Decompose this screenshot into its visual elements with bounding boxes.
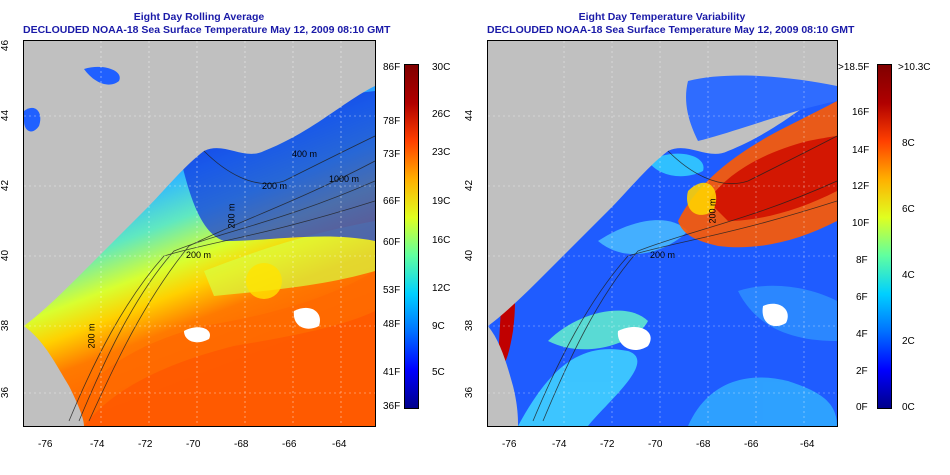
right-colorbar-f-label: 16F — [852, 107, 870, 118]
left-colorbar-f-label: 60F — [383, 237, 401, 248]
right-colorbar-f-label: 4F — [856, 329, 868, 340]
left-colorbar-f-label: 66F — [383, 196, 401, 207]
left-colorbar-c-label: 9C — [432, 321, 445, 332]
right-title-line1: Eight Day Temperature Variability — [578, 11, 746, 23]
right-colorbar-f-label: 2F — [856, 366, 868, 377]
right-colorbar-c-label: >10.3C — [898, 62, 931, 73]
left-lat-tick: 40 — [0, 249, 12, 262]
right-lon-tick: -74 — [552, 439, 567, 450]
right-lon-tick: -70 — [648, 439, 663, 450]
right-colorbar-f-label: 10F — [852, 218, 870, 229]
left-colorbar-c-label: 16C — [432, 235, 451, 246]
left-colorbar-f-label: 53F — [383, 285, 401, 296]
right-title-line2: DECLOUDED NOAA-18 Sea Surface Temperatur… — [487, 24, 855, 36]
left-grid — [24, 41, 375, 426]
right-colorbar — [877, 64, 892, 409]
left-lon-tick: -74 — [90, 439, 105, 450]
left-lat-tick: 36 — [0, 386, 12, 399]
left-colorbar-c-label: 23C — [432, 147, 451, 158]
right-lon-tick: -66 — [744, 439, 759, 450]
left-lon-tick: -68 — [234, 439, 249, 450]
left-lon-tick: -64 — [332, 439, 347, 450]
left-colorbar-f-label: 86F — [383, 62, 401, 73]
right-colorbar-c-label: 2C — [902, 336, 915, 347]
right-lon-tick: -64 — [800, 439, 815, 450]
left-lon-tick: -72 — [138, 439, 153, 450]
left-colorbar-c-label: 30C — [432, 62, 451, 73]
right-lon-tick: -68 — [696, 439, 711, 450]
left-colorbar-c-label: 19C — [432, 196, 451, 207]
left-lat-tick: 42 — [0, 179, 12, 192]
right-lat-tick: 38 — [464, 319, 476, 332]
left-lat-tick: 38 — [0, 319, 12, 332]
right-lat-tick: 42 — [464, 179, 476, 192]
right-colorbar-c-label: 6C — [902, 204, 915, 215]
right-colorbar-f-label: >18.5F — [838, 62, 870, 73]
left-contour-label: 200 m — [262, 181, 288, 191]
right-colorbar-c-label: 8C — [902, 138, 915, 149]
left-colorbar-c-label: 5C — [432, 367, 445, 378]
right-colorbar-f-label: 8F — [856, 255, 868, 266]
left-colorbar-c-label: 26C — [432, 109, 451, 120]
left-colorbar-f-label: 36F — [383, 401, 401, 412]
left-lat-tick: 44 — [0, 109, 12, 122]
left-title-line1: Eight Day Rolling Average — [133, 11, 265, 23]
right-colorbar-f-label: 0F — [856, 402, 868, 413]
right-lat-tick: 44 — [464, 109, 476, 122]
left-colorbar-f-label: 41F — [383, 367, 401, 378]
right-colorbar-f-label: 14F — [852, 145, 870, 156]
right-colorbar-f-label: 6F — [856, 292, 868, 303]
right-colorbar-c-label: 4C — [902, 270, 915, 281]
left-contour-label: 1000 m — [329, 174, 360, 184]
left-lon-tick: -66 — [282, 439, 297, 450]
left-contour-label: 200 m — [186, 250, 212, 260]
left-map-svg — [24, 41, 375, 426]
right-contour-label: 200 m — [707, 198, 718, 224]
right-colorbar-c-label: 0C — [902, 402, 915, 413]
left-sst-map: 200 m 400 m 1000 m 200 m 200 m 200 m — [23, 40, 376, 427]
left-lat-tick: 46 — [0, 39, 12, 52]
left-contour-label: 200 m — [226, 203, 237, 229]
left-colorbar-f-label: 48F — [383, 319, 401, 330]
left-lon-tick: -70 — [186, 439, 201, 450]
left-title-line2: DECLOUDED NOAA-18 Sea Surface Temperatur… — [23, 24, 391, 36]
left-lon-tick: -76 — [38, 439, 53, 450]
right-lat-tick: 36 — [464, 386, 476, 399]
left-colorbar — [404, 64, 419, 409]
left-colorbar-c-label: 12C — [432, 283, 451, 294]
right-lat-tick: 40 — [464, 249, 476, 262]
right-grid — [488, 41, 837, 426]
right-lon-tick: -72 — [600, 439, 615, 450]
right-map-svg — [488, 41, 837, 426]
right-lon-tick: -76 — [502, 439, 517, 450]
right-contour-label: 200 m — [650, 250, 676, 260]
left-land — [24, 41, 375, 326]
left-contour-label: 200 m — [86, 323, 97, 349]
left-contour-label: 400 m — [292, 149, 318, 159]
right-colorbar-f-label: 12F — [852, 181, 870, 192]
right-variability-map: 200 m 200 m — [487, 40, 838, 427]
left-colorbar-f-label: 73F — [383, 149, 401, 160]
left-colorbar-f-label: 78F — [383, 116, 401, 127]
